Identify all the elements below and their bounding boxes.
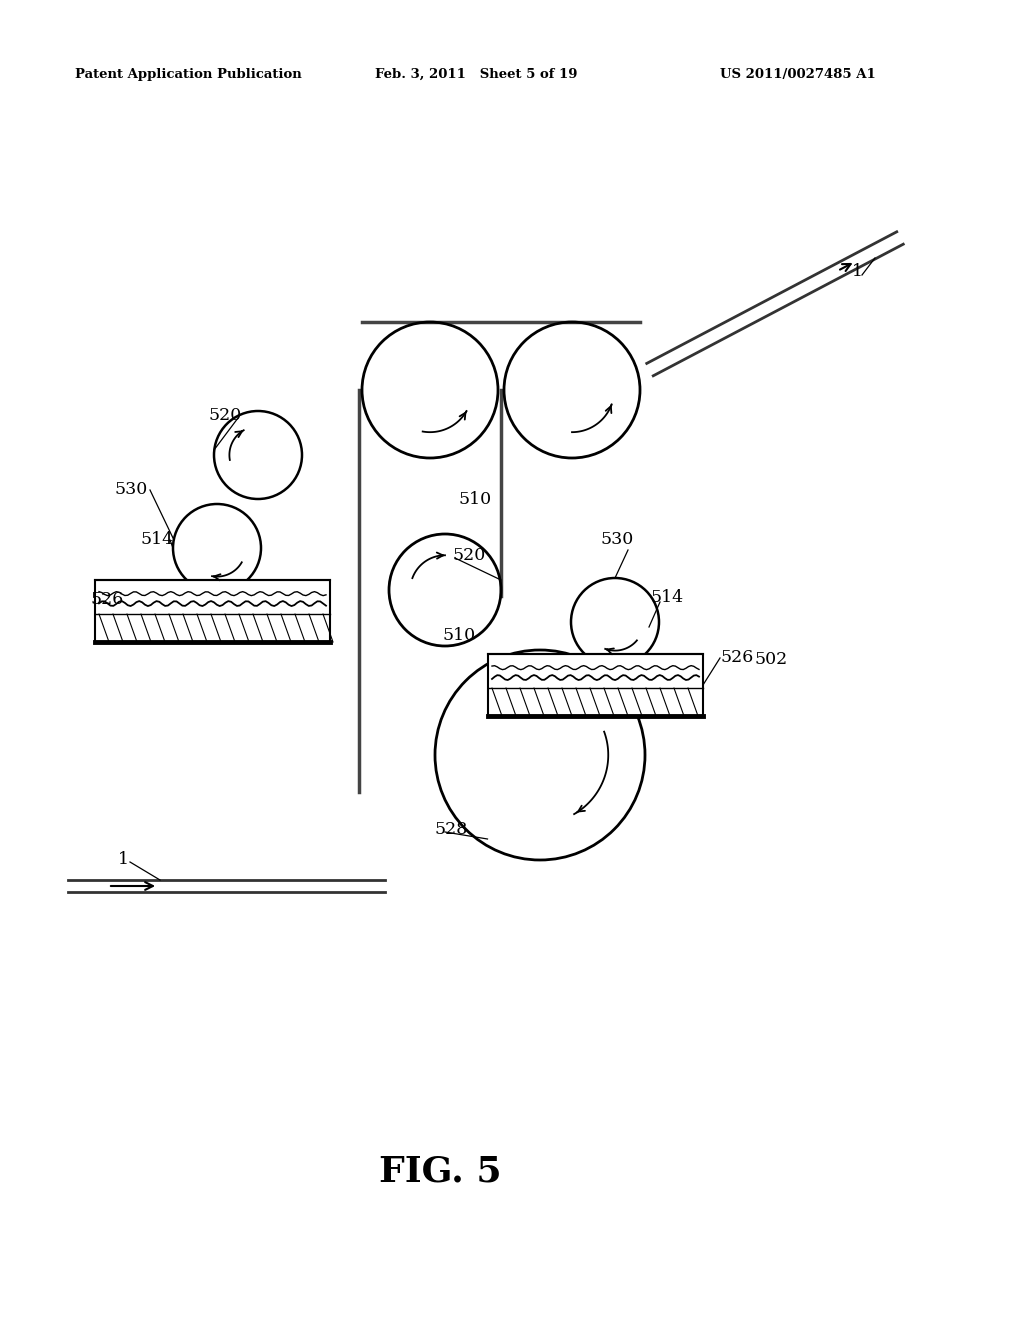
Text: US 2011/0027485 A1: US 2011/0027485 A1 xyxy=(720,69,876,81)
Text: 520: 520 xyxy=(208,407,242,424)
Text: 526: 526 xyxy=(720,649,754,667)
Text: 520: 520 xyxy=(452,546,485,564)
Text: 514: 514 xyxy=(650,590,683,606)
Text: 528: 528 xyxy=(435,821,468,838)
Text: 502: 502 xyxy=(755,652,788,668)
Text: Patent Application Publication: Patent Application Publication xyxy=(75,69,302,81)
Bar xyxy=(488,653,703,715)
Text: 510: 510 xyxy=(458,491,492,508)
Text: 514: 514 xyxy=(140,532,173,549)
Text: 1: 1 xyxy=(118,851,129,869)
Text: 510: 510 xyxy=(443,627,476,644)
Bar xyxy=(95,579,330,642)
Text: 530: 530 xyxy=(600,532,633,549)
Text: 526: 526 xyxy=(90,591,123,609)
Text: 1: 1 xyxy=(852,264,863,281)
Text: FIG. 5: FIG. 5 xyxy=(379,1155,502,1189)
Text: 530: 530 xyxy=(114,482,147,499)
Text: Feb. 3, 2011   Sheet 5 of 19: Feb. 3, 2011 Sheet 5 of 19 xyxy=(375,69,578,81)
